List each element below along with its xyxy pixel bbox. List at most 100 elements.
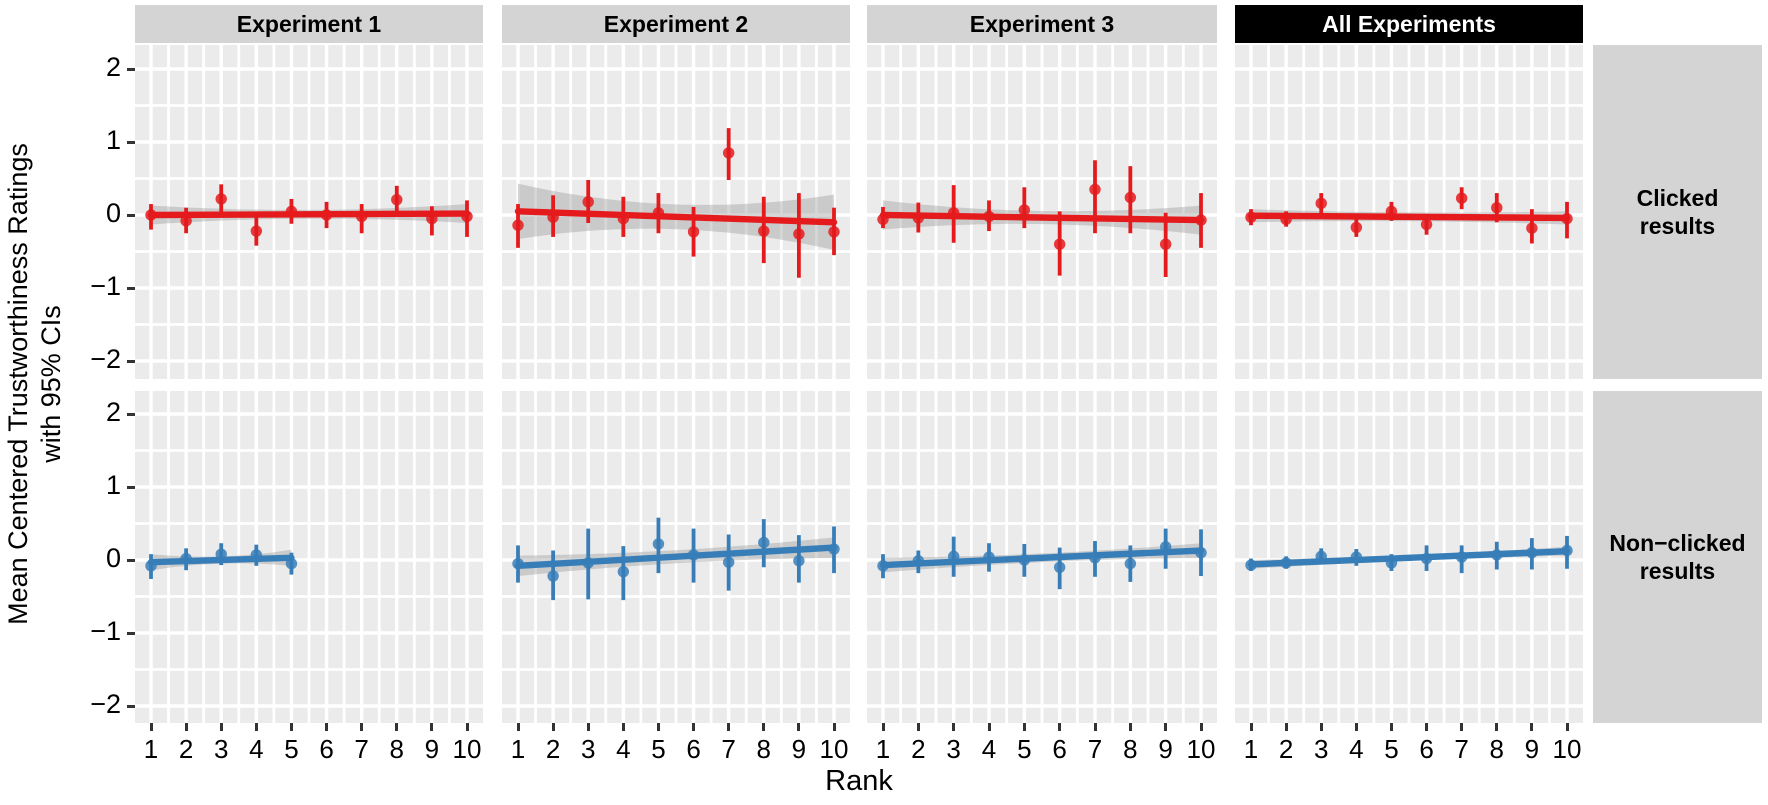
y-tick-mark — [127, 485, 135, 489]
y-tick-label: 1 — [105, 124, 121, 155]
x-tick-label: 5 — [284, 734, 299, 764]
x-tick-mark — [797, 723, 801, 731]
x-tick-label: 10 — [452, 734, 482, 764]
x-tick-mark — [395, 723, 399, 731]
x-tick-mark — [465, 723, 469, 731]
x-tick-label: 10 — [819, 734, 849, 764]
x-tick-mark — [832, 723, 836, 731]
x-tick-label: 7 — [1087, 734, 1103, 764]
x-tick-label: 10 — [1186, 734, 1216, 764]
x-tick-label: 7 — [354, 734, 369, 764]
x-tick-label: 2 — [178, 734, 194, 764]
y-axis-title: Mean Centered Trustworthiness Ratings wi… — [2, 45, 78, 723]
x-tick-mark — [1058, 723, 1062, 731]
x-axis-experiment-2: 1 2 3 4 5 6 7 8 9 10 — [502, 723, 850, 764]
panel-experiment3-clicked — [867, 45, 1217, 379]
x-tick-label: 2 — [1278, 734, 1294, 764]
x-tick-mark — [727, 723, 731, 731]
x-tick-label: 8 — [756, 734, 771, 764]
x-tick-mark — [1425, 723, 1429, 731]
panel-experiment2-nonclicked — [502, 391, 850, 723]
x-tick-label: 7 — [1454, 734, 1469, 764]
panel-all-experiments-nonclicked — [1235, 391, 1583, 723]
y-axis-title-container: Mean Centered Trustworthiness Ratings wi… — [2, 45, 78, 723]
facet-strip-experiment-2: Experiment 2 — [502, 5, 850, 43]
x-tick-label: 3 — [1313, 734, 1329, 764]
facet-strip-label: All Experiments — [1322, 10, 1496, 37]
x-tick-label: 8 — [1123, 734, 1138, 764]
y-tick-label: 2 — [105, 51, 121, 82]
y-tick-label: −2 — [90, 343, 121, 374]
x-tick-label: 3 — [213, 734, 229, 764]
y-tick-label: 1 — [105, 469, 121, 500]
x-tick-label: 6 — [319, 734, 334, 764]
x-axis-title: Rank — [825, 765, 893, 797]
y-axis-title-line1: Mean Centered Trustworthiness Ratings — [3, 143, 33, 625]
x-tick-label: 4 — [1349, 734, 1364, 764]
x-tick-mark — [149, 723, 153, 731]
x-tick-label: 4 — [616, 734, 631, 764]
x-tick-mark — [325, 723, 329, 731]
panel-experiment1-nonclicked — [135, 391, 483, 723]
facet-strip-label-line2: results — [1639, 558, 1716, 584]
x-tick-label: 9 — [791, 734, 807, 764]
x-tick-mark — [881, 723, 885, 731]
y-tick-mark — [127, 412, 135, 416]
x-tick-mark — [1565, 723, 1569, 731]
x-tick-mark — [516, 723, 520, 731]
y-tick-label: 2 — [105, 396, 121, 427]
x-tick-label: 6 — [686, 734, 701, 764]
y-axis-nonclicked-row: 2 1 0 −1 −2 — [0, 391, 135, 723]
x-tick-mark — [551, 723, 555, 731]
y-tick-label: 0 — [105, 542, 121, 573]
x-tick-label: 4 — [249, 734, 264, 764]
x-tick-label: 7 — [721, 734, 736, 764]
panel-experiment3-nonclicked — [867, 391, 1217, 723]
panel-experiment1-clicked — [135, 45, 483, 379]
x-tick-label: 9 — [424, 734, 440, 764]
x-tick-label: 1 — [1243, 734, 1259, 764]
x-tick-mark — [254, 723, 258, 731]
facet-strip-experiment-1: Experiment 1 — [135, 5, 483, 43]
x-tick-label: 9 — [1158, 734, 1173, 764]
x-tick-label: 5 — [1017, 734, 1032, 764]
y-tick-mark — [127, 359, 135, 363]
panel-experiment2-clicked — [502, 45, 850, 379]
x-tick-label: 8 — [1489, 734, 1504, 764]
x-tick-mark — [360, 723, 364, 731]
y-tick-mark — [127, 631, 135, 635]
y-axis-title-line2: with 95% CIs — [36, 305, 66, 463]
y-tick-mark — [127, 704, 135, 708]
facet-strip-label-line1: Non−clicked — [1609, 530, 1746, 556]
x-tick-mark — [219, 723, 223, 731]
x-tick-label: 1 — [510, 734, 526, 764]
x-tick-mark — [692, 723, 696, 731]
y-tick-label: 0 — [105, 197, 121, 228]
y-tick-label: −2 — [90, 688, 121, 719]
y-tick-mark — [127, 286, 135, 290]
facet-strip-nonclicked-results: Non−clicked results — [1593, 391, 1762, 723]
x-tick-label: 1 — [143, 734, 159, 764]
x-tick-mark — [656, 723, 660, 731]
x-tick-mark — [916, 723, 920, 731]
x-tick-mark — [762, 723, 766, 731]
facet-strip-label: Experiment 3 — [969, 10, 1115, 37]
y-tick-mark — [127, 558, 135, 562]
facet-strip-clicked-results: Clicked results — [1593, 45, 1762, 379]
x-tick-mark — [1460, 723, 1464, 731]
x-axis-experiment-3: 1 2 3 4 5 6 7 8 9 10 — [867, 723, 1217, 764]
x-tick-mark — [1199, 723, 1203, 731]
x-tick-mark — [1284, 723, 1288, 731]
x-tick-label: 9 — [1524, 734, 1540, 764]
x-tick-mark — [1093, 723, 1097, 731]
y-tick-label: −1 — [90, 615, 121, 646]
x-tick-label: 5 — [1384, 734, 1399, 764]
x-tick-label: 2 — [911, 734, 926, 764]
x-tick-mark — [1354, 723, 1358, 731]
x-tick-label: 5 — [651, 734, 666, 764]
facet-strip-experiment-3: Experiment 3 — [867, 5, 1217, 43]
panel-all-experiments-clicked — [1235, 45, 1583, 379]
x-tick-mark — [430, 723, 434, 731]
